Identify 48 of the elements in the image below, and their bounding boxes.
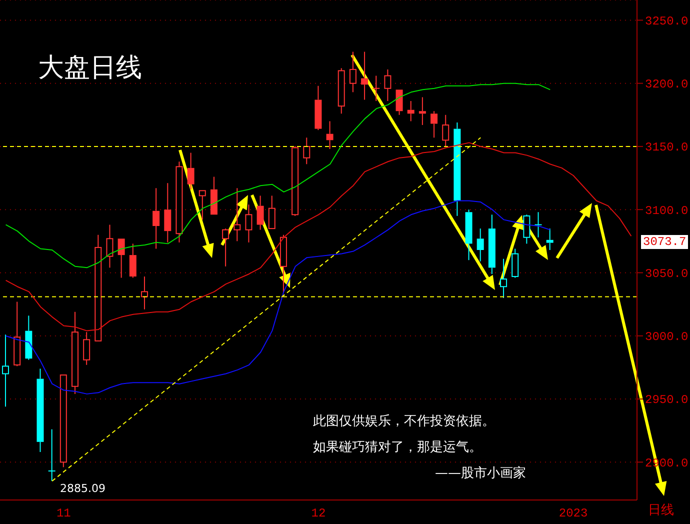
annotation: 如果碰巧猜对了，那是运气。: [313, 440, 482, 456]
candlestick: [384, 68, 392, 102]
candlestick: [476, 228, 484, 262]
y-tick-label: 3050.0: [645, 266, 688, 281]
y-tick-label: 2950.0: [645, 393, 688, 408]
candlestick: [418, 96, 426, 126]
text: 日线: [648, 503, 674, 519]
line-series: [5, 200, 551, 394]
text: 大盘日线: [38, 52, 142, 85]
candlestick: [234, 188, 241, 242]
candlestick: [152, 188, 160, 250]
candlestick: [454, 122, 461, 216]
candlestick: [430, 110, 438, 138]
text: 3073.7: [641, 235, 688, 250]
candlestick: [326, 120, 334, 150]
candlestick: [140, 276, 148, 310]
candlestick: [534, 212, 542, 238]
candlestick: [164, 182, 172, 243]
y-tick-label: 3250.0: [645, 14, 688, 28]
candlestick: [256, 195, 264, 230]
candlestick: [465, 209, 472, 261]
candlestick: [500, 258, 508, 298]
candlestick: [106, 224, 114, 268]
x-tick-label: 12: [311, 506, 326, 521]
annotation: 2885.09: [60, 482, 106, 496]
candlestick: [48, 428, 56, 482]
candlestick: [372, 75, 380, 102]
candlestick: [361, 51, 368, 100]
line-series: [5, 142, 632, 332]
y-tick-label: 3000.0: [645, 330, 688, 344]
candlestick: [245, 204, 252, 243]
candlestick: [349, 51, 356, 93]
annotation: 此图仅供娱乐，不作投资依据。: [313, 414, 495, 430]
candlestick: [25, 315, 32, 360]
x-tick-label: 11: [56, 506, 71, 521]
candlestick: [488, 214, 496, 274]
x-tick-label: 2023: [558, 506, 588, 521]
y-tick-label: 3100.0: [645, 204, 688, 218]
candlestick: [83, 332, 90, 366]
annotation: ——股市小画家: [435, 466, 526, 482]
candlestick: [187, 152, 194, 190]
candlestick: [129, 243, 136, 278]
line-series: [5, 82, 551, 268]
y-tick-label: 3150.0: [645, 140, 688, 155]
candlestick: [546, 228, 554, 250]
candlestick: [36, 368, 44, 453]
y-tick-label: 3200.0: [645, 78, 688, 92]
candlestick: [407, 100, 414, 122]
